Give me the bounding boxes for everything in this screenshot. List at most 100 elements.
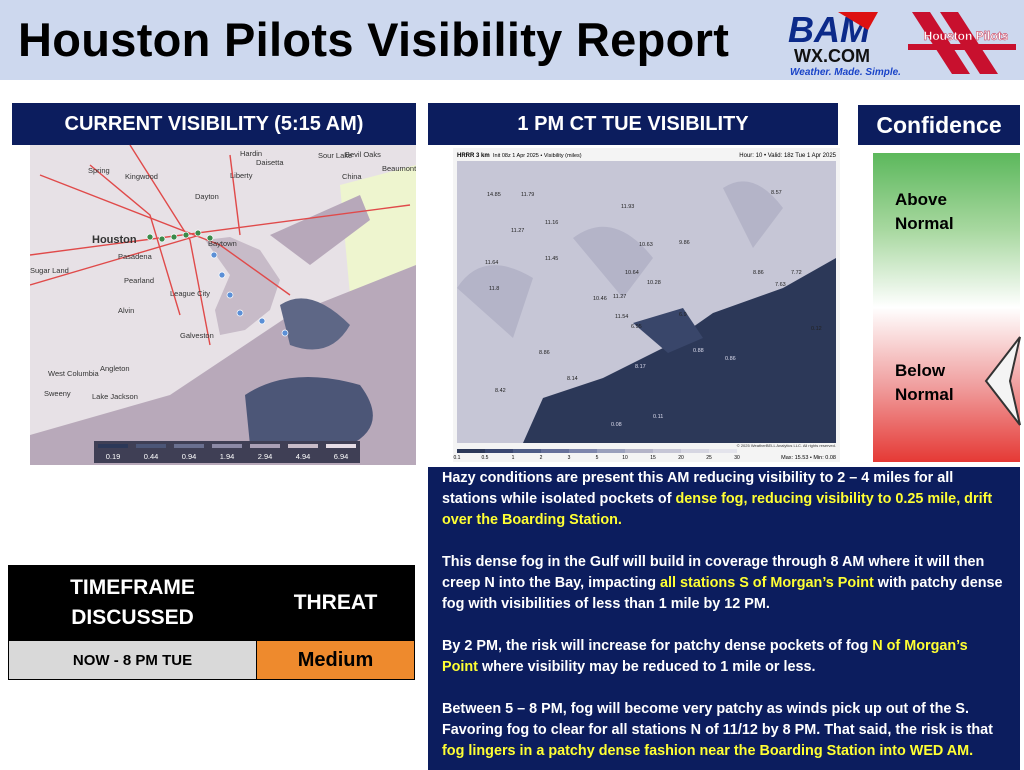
place-label: Pasadena <box>118 252 153 261</box>
discussion-box: Hazy conditions are present this AM redu… <box>428 467 1020 770</box>
forecast-map: HRRR 3 km Init 08z 1 Apr 2025 • Visibilit… <box>453 148 840 462</box>
table-cell: NOW - 8 PM TUE <box>8 640 257 680</box>
paragraph: Hazy conditions are present this AM redu… <box>442 468 1006 531</box>
body-text: By 2 PM, the risk will increase for patc… <box>442 638 873 654</box>
station-value: 8.57 <box>771 190 782 196</box>
station-value: 7.63 <box>775 282 786 288</box>
panel-title: 1 PM CT TUE VISIBILITY <box>428 103 838 145</box>
body-text: This dense fog in the Gulf will build in… <box>442 554 985 591</box>
threat-table: TIMEFRAME DISCUSSED THREAT NOW - 8 PM TU… <box>8 565 415 680</box>
table-header: TIMEFRAME DISCUSSED <box>8 565 257 641</box>
legend-label: 1.94 <box>220 452 235 461</box>
station-value: 8.86 <box>539 350 550 356</box>
map-bay <box>205 237 280 335</box>
body-text: with patchy dense fog with visibilities … <box>442 575 1003 612</box>
scale-label: 0.5 <box>482 455 489 461</box>
station-dot <box>158 235 166 243</box>
station-value: 11.27 <box>613 294 626 300</box>
map-fog <box>245 377 373 445</box>
scale-label: 30 <box>734 455 740 461</box>
map-model: HRRR 3 km <box>457 153 490 159</box>
scale-label: 15 <box>650 455 656 461</box>
body-text: where visibility may be reduced to 1 mil… <box>477 659 816 675</box>
station-dot <box>258 317 266 325</box>
place-label: Galveston <box>180 331 214 340</box>
place-label: China <box>342 172 362 181</box>
logo-pilots: Houston Pilots <box>924 29 1009 43</box>
logo-wx: WX.COM <box>794 46 870 66</box>
scale-swatch <box>625 449 653 453</box>
station-dot <box>218 271 226 279</box>
station-value: 8.86 <box>753 270 764 276</box>
confidence-label: Below Normal <box>895 361 954 404</box>
station-value: 11.27 <box>511 228 524 234</box>
place-label: Kingwood <box>125 172 158 181</box>
station-value: 8.42 <box>495 388 506 394</box>
station-value: 10.63 <box>639 242 653 248</box>
station-dot <box>194 229 202 237</box>
station-value: 10.64 <box>625 270 639 276</box>
station-value: 14.85 <box>487 192 501 198</box>
place-label: Daisetta <box>256 158 284 167</box>
station-value: 10.28 <box>647 280 661 286</box>
place-label: Houston <box>92 234 137 246</box>
scale-swatch <box>597 449 625 453</box>
scale-swatch <box>653 449 681 453</box>
station-value: 11.8 <box>489 286 499 292</box>
place-label: Lake Jackson <box>92 392 138 401</box>
station-value: 11.54 <box>615 314 628 320</box>
place-label: West Columbia <box>48 369 100 378</box>
station-value: 0.11 <box>653 414 663 420</box>
scale-swatch <box>541 449 569 453</box>
station-value: 11.79 <box>521 192 534 198</box>
station-value: 10.46 <box>593 296 607 302</box>
station-dot <box>281 329 289 337</box>
station-value: 6.95 <box>631 324 642 330</box>
place-label: Pearland <box>124 276 154 285</box>
logo-hp <box>908 12 1016 74</box>
legend-swatch <box>98 444 128 448</box>
paragraph: Between 5 – 8 PM, fog will become very p… <box>442 699 1006 762</box>
highlight-text: dense fog, reducing visibility to 0.25 m… <box>442 491 993 528</box>
confidence-label: Above Normal <box>895 190 954 233</box>
map-fog <box>270 195 370 265</box>
station-value: 7.72 <box>791 270 802 276</box>
station-value: 0.86 <box>725 356 736 362</box>
scale-swatch <box>569 449 597 453</box>
scale-label: 2 <box>540 455 543 461</box>
place-label: Bevil Oaks <box>345 150 381 159</box>
legend-label: 6.94 <box>334 452 349 461</box>
legend-label: 0.44 <box>144 452 159 461</box>
map-init: Init 08z 1 Apr 2025 • Visibility (miles) <box>493 153 582 159</box>
map-roads <box>30 145 411 346</box>
scale-swatch <box>457 449 485 453</box>
place-label: Beaumont <box>382 164 416 173</box>
station-dot <box>236 309 244 317</box>
station-dot <box>206 234 214 242</box>
station-value: 6.9 <box>679 312 687 318</box>
highlight-text: fog lingers in a patchy dense fashion ne… <box>442 743 974 759</box>
confidence-title: Confidence <box>858 105 1020 145</box>
legend-label: 2.94 <box>258 452 273 461</box>
paragraph: By 2 PM, the risk will increase for patc… <box>442 636 1006 678</box>
confidence-bar <box>873 153 1020 462</box>
panel-title: CURRENT VISIBILITY (5:15 AM) <box>12 103 416 145</box>
legend-label: 0.19 <box>106 452 121 461</box>
station-dot <box>210 251 218 259</box>
place-label: Baytown <box>208 239 237 248</box>
place-label: Hardin <box>240 149 262 158</box>
station-value: 11.93 <box>621 204 634 210</box>
scale-label: 25 <box>706 455 712 461</box>
logo-tagline: Weather. Made. Simple. <box>790 67 901 78</box>
scale-label: 0.1 <box>454 455 461 461</box>
place-label: Dayton <box>195 192 219 201</box>
place-label: League City <box>170 289 210 298</box>
station-value: 0.88 <box>693 348 704 354</box>
report-title: Houston Pilots Visibility Report <box>18 13 730 66</box>
scale-swatch <box>513 449 541 453</box>
station-value: 11.45 <box>545 256 558 262</box>
scale-label: 1 <box>512 455 515 461</box>
paragraph: This dense fog in the Gulf will build in… <box>442 552 1006 615</box>
logos: BAM WX.COM Weather. Made. Simple. Housto… <box>788 9 1016 78</box>
station-value: 11.64 <box>485 260 498 266</box>
